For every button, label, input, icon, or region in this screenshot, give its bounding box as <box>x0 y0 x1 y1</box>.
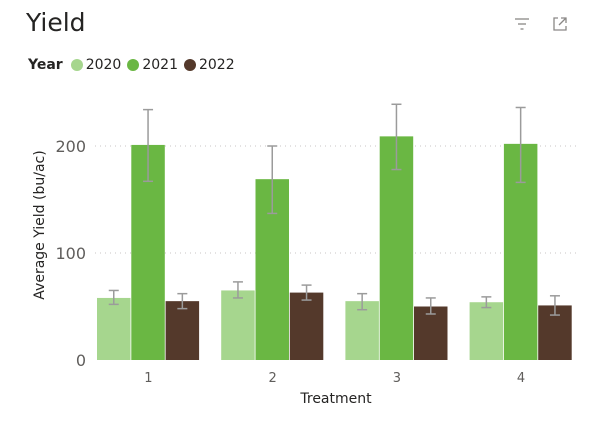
legend-swatch <box>127 59 140 71</box>
legend-item-2020[interactable]: 2020 <box>70 57 122 73</box>
legend-title: Year <box>28 57 63 73</box>
x-tick-label: 2 <box>269 371 277 386</box>
legend-label: 2021 <box>142 57 178 73</box>
bar-2020-1 <box>97 297 131 360</box>
legend-item-2022[interactable]: 2022 <box>183 57 235 73</box>
focus-mode-icon[interactable] <box>550 14 570 34</box>
filter-icon[interactable] <box>512 14 532 34</box>
legend: Year 2020 2021 2022 <box>28 55 241 75</box>
bar-2020-2 <box>221 290 255 360</box>
chart-title: Yield <box>26 8 86 37</box>
y-tick-label: 100 <box>55 244 86 263</box>
x-tick-label: 1 <box>144 371 152 386</box>
y-axis-label: Average Yield (bu/ac) <box>32 150 48 299</box>
y-tick-label: 200 <box>55 137 86 156</box>
x-tick-label: 3 <box>393 371 401 386</box>
bar-2022-2 <box>289 292 324 360</box>
bar-2020-4 <box>469 302 504 360</box>
bar-2022-1 <box>165 301 200 360</box>
y-tick-label: 0 <box>76 351 86 370</box>
legend-swatch <box>183 59 196 71</box>
legend-label: 2022 <box>198 57 235 73</box>
bar-2022-3 <box>414 306 448 360</box>
legend-item-2021[interactable]: 2021 <box>127 57 178 73</box>
legend-swatch <box>70 59 83 71</box>
bar-2021-3 <box>379 136 414 360</box>
bar-2020-3 <box>345 301 379 360</box>
x-tick-label: 4 <box>517 371 525 386</box>
x-axis-label: Treatment <box>299 391 372 407</box>
legend-label: 2020 <box>85 57 122 73</box>
